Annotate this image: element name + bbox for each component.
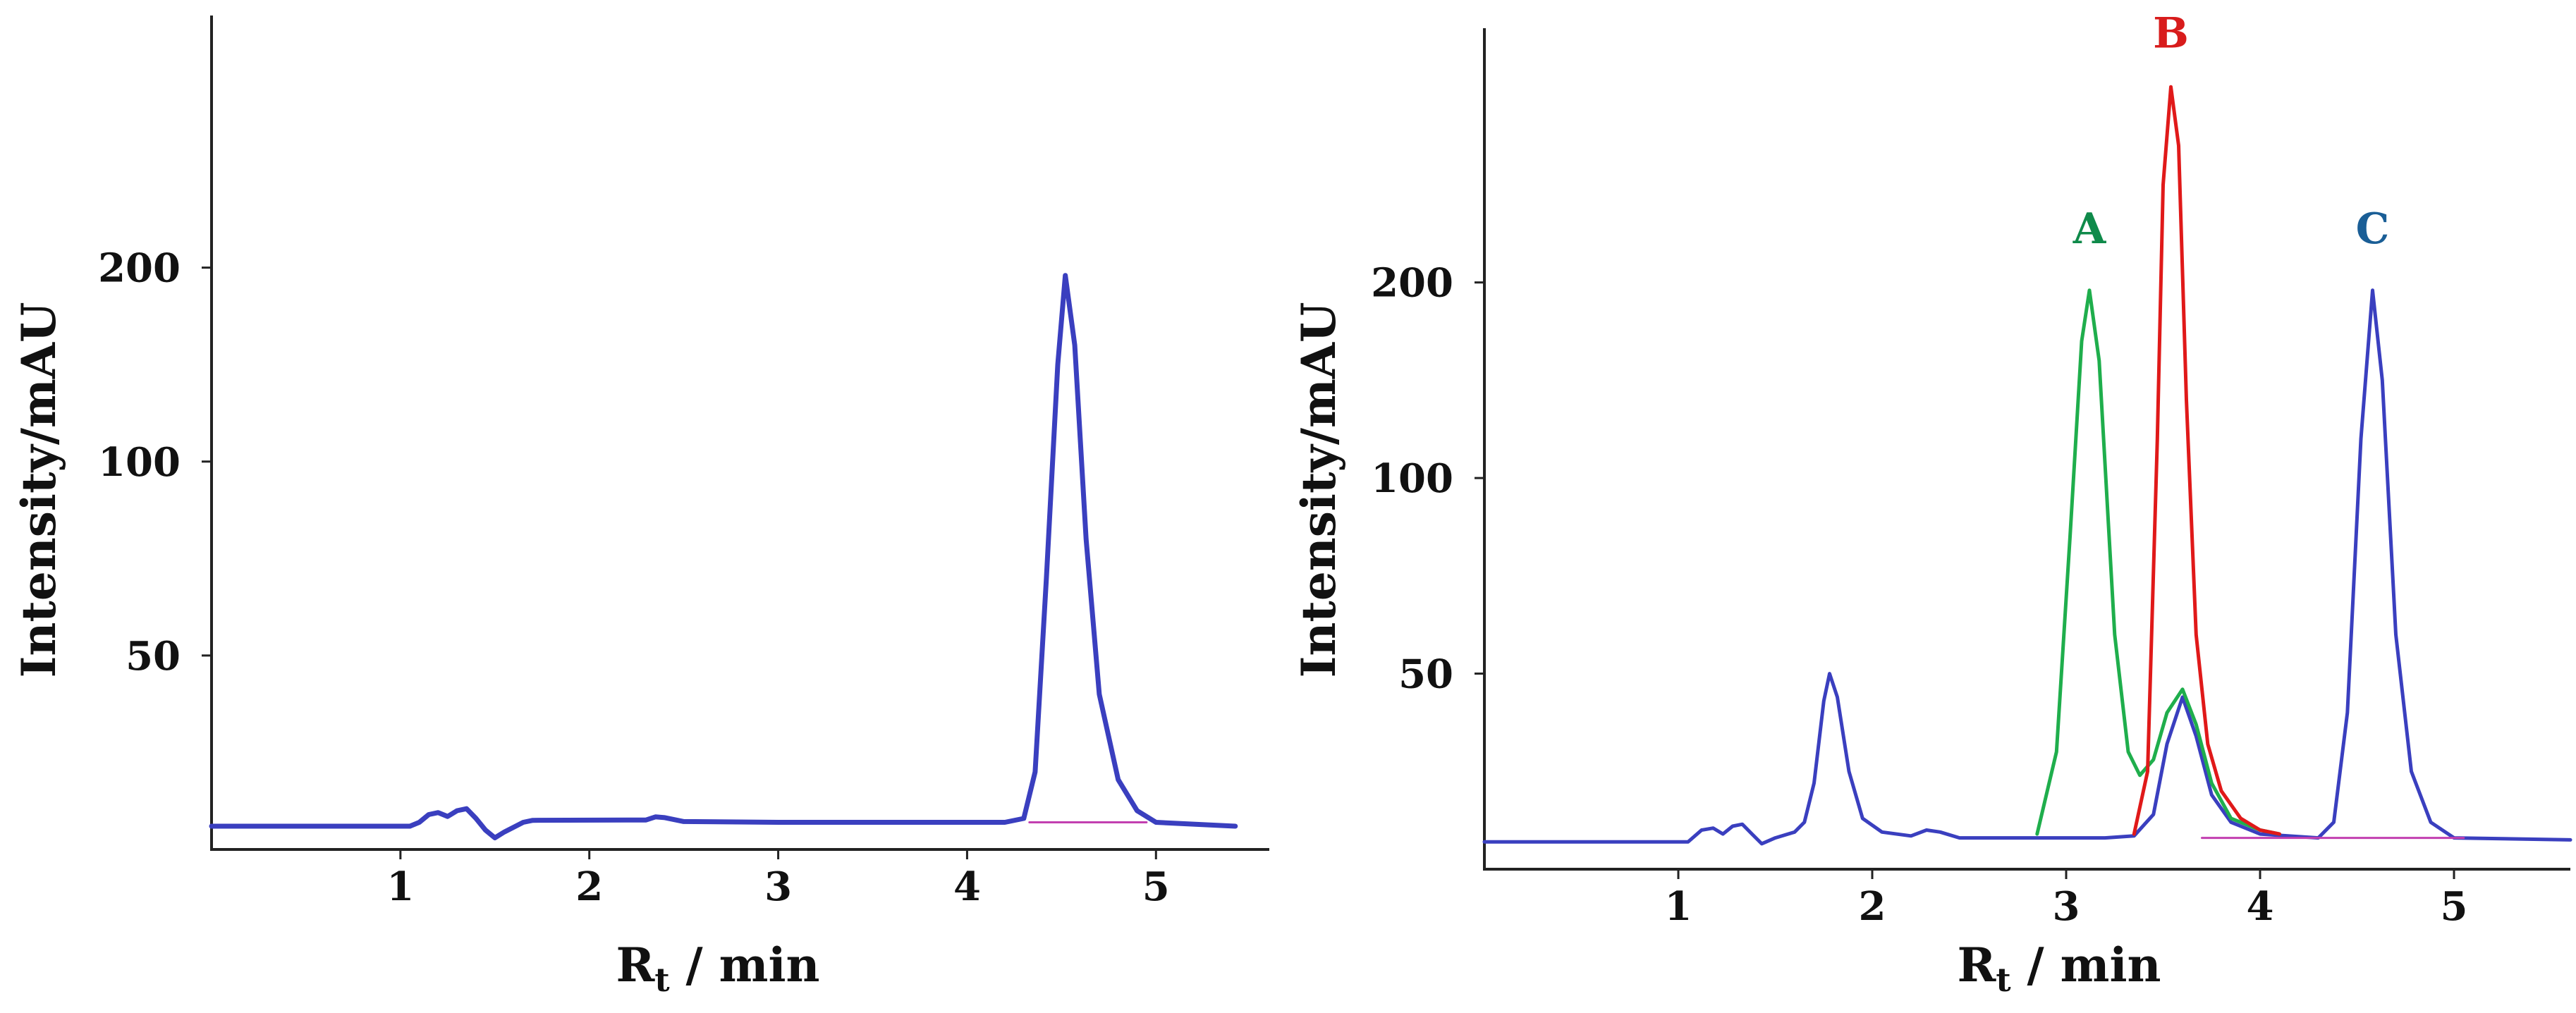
right-chart-y-tick-label-0: 50 [1398,651,1453,698]
left-chart-x-tick-label-0: 1 [386,864,414,910]
right-chart-axes [1483,28,2570,871]
right-chart-x-tick-label-0: 1 [1665,883,1692,930]
left-chart-ticks: 1 2 3 4 5 50 100 200 [98,245,1170,910]
right-chart-x-tick-label-2: 3 [2053,883,2080,930]
left-chart-x-tick-label-3: 4 [953,864,981,910]
right-chart-trace-red [2132,85,2281,836]
left-chart-y-tick-label-2: 200 [98,245,181,292]
left-chart-y-tick-label-1: 100 [98,439,181,486]
left-chart-y-tick-label-0: 50 [126,633,181,680]
right-chart-peak-label-b: B [2153,9,2189,59]
left-chart-x-tick-label-1: 2 [575,864,603,910]
left-chart-traces [209,273,1238,840]
right-chart-x-tick-label-1: 2 [1859,883,1886,930]
left-chart-x-tick-label-2: 3 [764,864,792,910]
right-chart-x-tick-label-3: 4 [2247,883,2274,930]
right-chart-traces [1482,85,2572,846]
right-chart-ticks: 1 2 3 4 5 50 100 200 [1371,260,2467,930]
right-chart-y-tick-label-1: 100 [1371,455,1453,502]
right-chart-x-tick-label-4: 5 [2441,883,2468,930]
right-chart-x-axis-title: Rt / min [1957,938,2161,999]
left-chart-trace-blue [209,273,1238,840]
left-chart-axes [210,16,1269,851]
right-chart-trace-blue [1482,288,2572,846]
left-chart-x-axis-title: Rt / min [616,938,819,999]
right-chart-annotations: A B C [2073,9,2390,254]
chart-panel-right: 1 2 3 4 5 50 100 200 A B C Intensity/mAU Rt / min [1291,9,2572,999]
right-chart-y-tick-label-2: 200 [1371,260,1453,307]
left-chart-x-tick-label-4: 5 [1142,864,1170,910]
right-chart-peak-label-c: C [2356,204,2390,254]
right-chart-peak-label-a: A [2073,204,2107,254]
right-chart-y-axis-title: Intensity/mAU [1291,302,1346,677]
right-chart-trace-green [2035,288,2281,836]
left-chart-y-axis-title: Intensity/mAU [11,302,66,677]
chart-panel-left: 1 2 3 4 5 50 100 200 Intensity/mAU Rt / min [11,16,1269,999]
